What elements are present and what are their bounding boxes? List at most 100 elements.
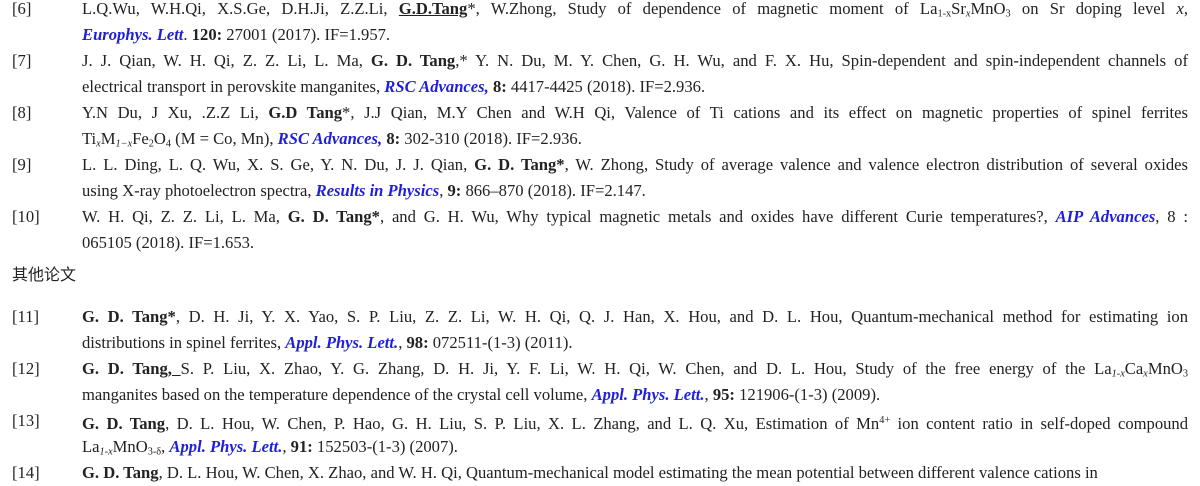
reference-line: La1-xMnO3-δ, Appl. Phys. Lett., 91: 1525…: [82, 434, 1188, 460]
reference-text: O: [153, 129, 166, 148]
recent-publications: [6] L.Q.Wu, W.H.Qi, X.S.Ge, D.H.Ji, Z.Z.L…: [0, 0, 1200, 256]
reference-text: ,: [398, 333, 407, 352]
reference-line: distributions in spinel ferrites, Appl. …: [82, 330, 1188, 356]
reference-text: 3-δ: [147, 446, 162, 458]
author-highlight: 8:: [492, 77, 507, 96]
reference-text: x: [1176, 0, 1184, 18]
reference-text: S. P. Liu, X. Zhao, Y. G. Zhang, D. H. J…: [180, 359, 1112, 378]
reference-text: 152503-(1-3) (2007).: [312, 437, 458, 456]
author-highlight: 91:: [290, 437, 313, 456]
journal-link[interactable]: Results in Physics: [315, 181, 440, 200]
reference-text: 4417-4425 (2018). IF=2.936.: [506, 77, 706, 96]
reference-line: 065105 (2018). IF=1.653.: [82, 230, 1188, 256]
reference-entry: [13] G. D. Tang, D. L. Hou, W. Chen, P. H…: [0, 408, 1200, 460]
reference-text: *, W.Zhong, Study of dependence of magne…: [467, 0, 938, 18]
journal-link[interactable]: Appl. Phys. Lett.: [591, 385, 705, 404]
author-highlight: 98:: [406, 333, 429, 352]
reference-text: x: [965, 8, 971, 20]
reference-text: ,: [282, 437, 291, 456]
reference-number: [6]: [12, 0, 32, 18]
author-highlight: 95:: [712, 385, 735, 404]
reference-entry: [7] J. J. Qian, W. H. Qi, Z. Z. Li, L. Ma…: [0, 48, 1200, 100]
reference-line: Europhys. Lett. 120: 27001 (2017). IF=1.…: [82, 22, 1188, 48]
reference-text: MnO: [1147, 359, 1183, 378]
reference-number: [11]: [12, 307, 40, 326]
reference-text: 3: [1005, 8, 1011, 20]
reference-line: G. D. Tang, D. L. Hou, W. Chen, X. Zhao,…: [82, 460, 1188, 486]
reference-line: using X-ray photoelectron spectra, Resul…: [82, 178, 1188, 204]
reference-number: [10]: [12, 207, 40, 226]
reference-text: Sr: [951, 0, 966, 18]
journal-link[interactable]: Appl. Phys. Lett.: [285, 333, 399, 352]
author-highlight: G. D. Tang*: [287, 207, 380, 226]
reference-number: [7]: [12, 51, 32, 70]
author-highlight: G. D. Tang: [82, 359, 168, 378]
reference-text: Ca: [1124, 359, 1144, 378]
reference-text: 866–870 (2018). IF=2.147.: [461, 181, 646, 200]
author-highlight: G. D. Tang*: [474, 155, 565, 174]
reference-line: electrical transport in perovskite manga…: [82, 74, 1188, 100]
reference-text: , D. L. Hou, W. Chen, P. Hao, G. H. Liu,…: [165, 414, 880, 434]
reference-text: 1-x: [99, 446, 113, 458]
reference-text: 302-310 (2018). IF=2.936.: [400, 129, 582, 148]
reference-text: Fe: [132, 129, 149, 148]
reference-entry: [10] W. H. Qi, Z. Z. Li, L. Ma, G. D. Tan…: [0, 204, 1200, 256]
journal-link[interactable]: RSC Advances,: [277, 129, 383, 148]
reference-text: L.Q.Wu, W.H.Qi, X.S.Ge, D.H.Ji, Z.Z.Li,: [82, 0, 399, 18]
reference-text: on Sr doping level: [1010, 0, 1177, 18]
reference-line: G. D. Tang, D. L. Hou, W. Chen, P. Hao, …: [82, 408, 1188, 434]
reference-text: , 8 :: [1155, 207, 1188, 226]
author-highlight: G. D. Tang*: [82, 307, 176, 326]
reference-entry: [11] G. D. Tang*, D. H. Ji, Y. X. Yao, S.…: [0, 304, 1200, 356]
reference-text: 1-x: [1111, 368, 1125, 380]
section-heading-other-papers: 其他论文: [12, 265, 77, 284]
reference-text: .: [183, 25, 192, 44]
reference-text: , W. Zhong, Study of average valence and…: [564, 155, 1188, 174]
reference-entry: [6] L.Q.Wu, W.H.Qi, X.S.Ge, D.H.Ji, Z.Z.L…: [0, 0, 1200, 48]
reference-number: [12]: [12, 359, 40, 378]
reference-text: ion content ratio in self-doped compound: [890, 414, 1188, 434]
reference-text: 072511-(1-3) (2011).: [428, 333, 573, 352]
reference-text: , D. H. Ji, Y. X. Yao, S. P. Liu, Z. Z. …: [175, 307, 1188, 326]
reference-text: ,: [704, 385, 713, 404]
reference-entry: [14] G. D. Tang, D. L. Hou, W. Chen, X. Z…: [0, 460, 1200, 486]
reference-text: ,: [439, 181, 448, 200]
reference-line: manganites based on the temperature depe…: [82, 382, 1188, 408]
author-highlight: ,: [167, 359, 181, 378]
author-highlight: G.D Tang: [268, 103, 343, 122]
journal-link[interactable]: Europhys. Lett: [82, 25, 184, 44]
reference-text: 121906-(1-3) (2009).: [734, 385, 881, 404]
reference-text: J. J. Qian, W. H. Qi, Z. Z. Li, L. Ma,: [82, 51, 371, 70]
reference-text: 4: [165, 138, 172, 150]
reference-line: G. D. Tang, S. P. Liu, X. Zhao, Y. G. Zh…: [82, 356, 1188, 382]
reference-text: Ti: [82, 129, 97, 148]
reference-text: electrical transport in perovskite manga…: [82, 77, 385, 96]
reference-entry: [8] Y.N Du, J Xu, .Z.Z Li, G.D Tang*, J.J…: [0, 100, 1200, 152]
reference-text: 1−x: [115, 138, 133, 150]
journal-link[interactable]: Appl. Phys. Lett.: [169, 437, 283, 456]
reference-text: distributions in spinel ferrites,: [82, 333, 286, 352]
other-publications: [11] G. D. Tang*, D. H. Ji, Y. X. Yao, S.…: [0, 304, 1200, 486]
reference-text: 1-x: [937, 8, 952, 20]
reference-text: *, J.J Qian, M.Y Chen and W.H Qi, Valenc…: [342, 103, 1188, 122]
reference-text: La: [82, 437, 100, 456]
reference-text: manganites based on the temperature depe…: [82, 385, 592, 404]
author-highlight: G.D.Tang: [398, 0, 468, 18]
reference-text: 3: [1182, 368, 1188, 380]
reference-line: G. D. Tang*, D. H. Ji, Y. X. Yao, S. P. …: [82, 304, 1188, 330]
journal-link[interactable]: RSC Advances,: [384, 77, 489, 96]
author-highlight: G. D. Tang: [370, 51, 456, 70]
reference-line: W. H. Qi, Z. Z. Li, L. Ma, G. D. Tang*, …: [82, 204, 1188, 230]
reference-text: x: [96, 138, 101, 150]
journal-link[interactable]: AIP Advances: [1055, 207, 1156, 226]
author-highlight: 120:: [191, 25, 223, 44]
reference-text: x: [1143, 368, 1148, 380]
reference-text: M: [100, 129, 116, 148]
reference-line: L. L. Ding, L. Q. Wu, X. S. Ge, Y. N. Du…: [82, 152, 1188, 178]
reference-text: 27001 (2017). IF=1.957.: [222, 25, 391, 44]
reference-line: J. J. Qian, W. H. Qi, Z. Z. Li, L. Ma, G…: [82, 48, 1188, 74]
reference-text: ,: [161, 437, 170, 456]
reference-text: ,: [1183, 0, 1188, 18]
reference-line: Y.N Du, J Xu, .Z.Z Li, G.D Tang*, J.J Qi…: [82, 100, 1188, 126]
reference-text: , D. L. Hou, W. Chen, X. Zhao, and W. H.…: [158, 463, 1098, 482]
